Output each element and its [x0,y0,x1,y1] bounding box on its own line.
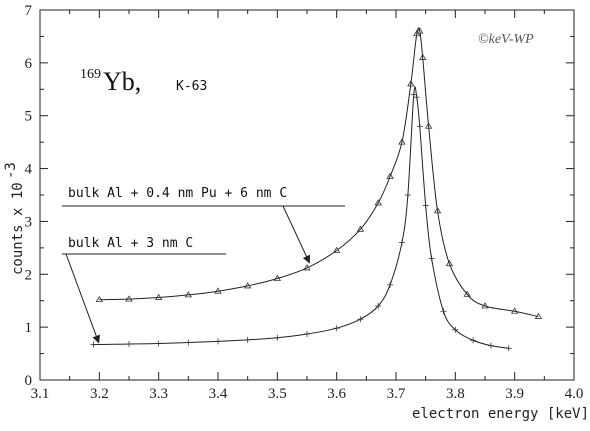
x-tick-label: 4.0 [565,386,584,402]
fit-line-series-2 [93,86,509,349]
x-axis-title: electron energy [keV] [412,406,589,422]
data-point-plus [274,334,281,341]
data-point-plus [422,202,429,209]
data-point-plus [244,336,251,343]
y-tick-label: 0 [25,373,33,389]
y-axis-title-exponent: -3 [3,162,19,179]
data-point-plus [185,339,192,346]
y-tick-label: 7 [25,3,33,19]
data-point-triangle [214,287,222,294]
data-point-triangle [303,264,311,271]
data-point-plus [404,192,411,198]
data-point-triangle [398,138,406,145]
annotation-label-series-2: bulk Al + 3 nm C [68,236,193,251]
y-tick-label: 3 [25,214,33,230]
x-tick-label: 3.9 [505,386,524,402]
data-point-plus [487,342,494,349]
data-point-plus [505,345,512,352]
data-point-triangle [356,225,365,232]
series-annotations: bulk Al + 0.4 nm Pu + 6 nm C bulk Al + 3 … [62,186,345,344]
isotope-symbol: Yb, [103,67,141,96]
data-point-triangle [418,53,427,60]
data-point-plus [428,255,435,262]
data-point-triangle [510,307,519,314]
data-point-plus [90,341,97,348]
fit-line-series-1 [99,27,539,318]
data-point-triangle [424,122,433,129]
y-axis-title-main: counts x 10 [10,182,26,275]
data-point-triangle [407,80,415,87]
data-point-triangle [154,293,163,300]
data-point-plus [387,281,394,288]
data-point-triangle [463,290,471,297]
x-tick-label: 3.5 [268,386,287,402]
data-point-plus [155,340,162,347]
x-tick-label: 3.8 [446,386,465,402]
x-tick-label: 3.1 [31,386,50,402]
y-tick-label: 2 [25,267,33,283]
data-point-triangle [184,291,193,298]
data-point-plus [410,91,417,98]
data-point-plus [375,303,382,309]
annotation-arrow [282,205,311,264]
x-tick-label: 3.3 [149,386,168,402]
data-point-triangle [332,246,341,253]
data-point-triangle [243,282,252,289]
data-point-plus [215,338,221,345]
y-tick-label: 5 [25,109,33,125]
data-point-triangle [386,172,394,179]
data-point-triangle [433,207,442,214]
data-point-triangle [416,27,424,34]
x-tick-label: 3.2 [90,386,109,402]
y-tick-label: 6 [25,56,33,72]
data-markers [90,27,543,352]
data-point-plus [357,316,364,323]
isotope-mass-number: 169 [80,67,101,82]
data-point-triangle [125,295,133,302]
data-point-plus [470,337,477,344]
y-tick-label: 4 [25,162,33,178]
y-tick-label: 1 [25,320,33,336]
axis-ticks: 3.1 3.2 3.3 3.4 3.5 3.6 3.7 3.8 3.9 4.0 0 1 2 3 4 5 6 7 [25,3,584,402]
data-point-plus [304,331,310,338]
data-point-plus [398,239,405,246]
data-point-plus [333,325,340,332]
data-point-triangle [481,302,489,309]
x-tick-label: 3.4 [209,386,228,402]
x-tick-label: 3.7 [387,386,406,402]
data-point-triangle [95,295,104,303]
data-point-plus [413,94,420,101]
transition-line-label: K-63 [176,79,207,94]
data-point-triangle [534,312,543,319]
data-point-plus [416,123,423,130]
data-point-triangle [273,274,282,281]
data-point-plus [440,308,447,315]
y-axis-title: counts x 10 -3 [3,162,26,275]
annotation-label-series-1: bulk Al + 0.4 nm Pu + 6 nm C [68,186,287,201]
data-point-plus [126,341,132,348]
data-point-plus [452,326,459,333]
data-point-triangle [445,259,454,267]
annotation-arrow [65,253,101,344]
copyright-text: ©keV-WP [478,32,534,47]
data-point-triangle [374,199,382,206]
x-tick-label: 3.6 [327,386,346,402]
